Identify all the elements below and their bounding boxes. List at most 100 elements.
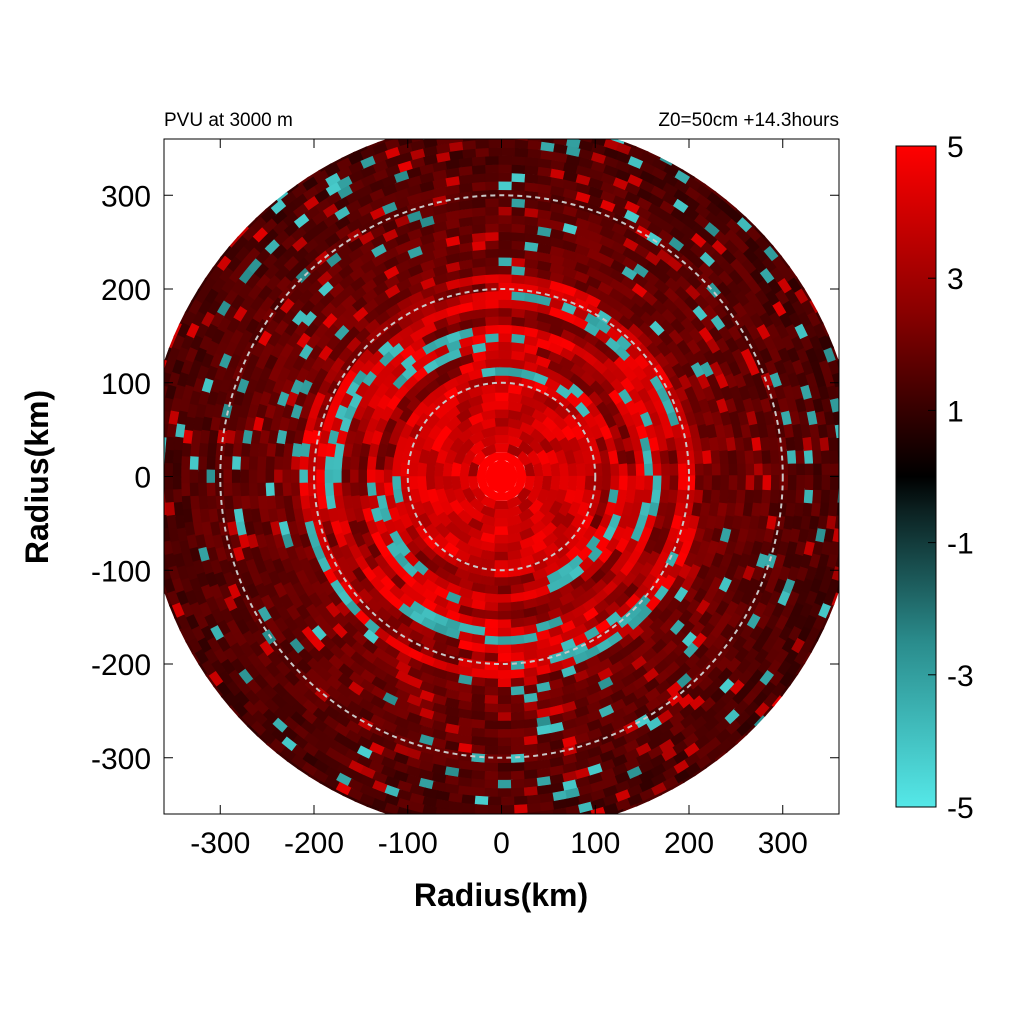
field-cell [795, 487, 806, 504]
field-cell [484, 694, 500, 705]
field-cell [484, 728, 500, 739]
field-cell [786, 448, 797, 464]
chart-title-left: PVU at 3000 m [164, 110, 293, 131]
field-cell [494, 577, 510, 587]
field-cell [496, 231, 512, 241]
field-cell [231, 442, 243, 459]
field-cell [324, 456, 335, 472]
field-cell [154, 554, 159, 569]
field-cell [496, 248, 512, 258]
field-cell [340, 456, 352, 472]
field-cell [500, 122, 515, 131]
field-cell [493, 409, 509, 419]
field-cell [497, 653, 513, 663]
field-cell [496, 197, 512, 208]
field-cell [475, 822, 490, 831]
field-cell [484, 652, 500, 663]
field-cell [493, 417, 509, 427]
field-cell [804, 461, 815, 477]
field-cell [553, 816, 569, 827]
field-cell [483, 239, 499, 250]
field-cell [483, 358, 499, 369]
field-cell [844, 384, 849, 399]
field-cell [403, 131, 418, 137]
field-cell [315, 482, 326, 498]
field-cell [497, 307, 512, 317]
field-cell [483, 223, 499, 233]
field-cell [298, 456, 309, 472]
field-cell [494, 534, 510, 544]
field-cell [494, 543, 510, 553]
field-cell [483, 290, 499, 301]
field-cell [483, 248, 499, 259]
field-cell [172, 449, 183, 466]
field-cell [821, 474, 831, 491]
field-cell [770, 475, 781, 491]
field-cell [497, 771, 514, 781]
field-cell [471, 702, 487, 713]
field-cell [710, 488, 721, 504]
field-cell [510, 668, 527, 680]
field-cell [349, 469, 359, 485]
field-cell [510, 643, 526, 654]
field-cell [718, 448, 730, 464]
field-cell [770, 461, 781, 477]
field-cell [484, 787, 500, 798]
field-cell [575, 813, 581, 814]
field-cell [546, 123, 561, 127]
field-cell [514, 795, 530, 806]
field-cell [796, 461, 806, 477]
field-cell [737, 475, 747, 491]
field-cell [298, 482, 309, 498]
field-cell [256, 456, 267, 472]
field-cell [164, 437, 167, 453]
field-cell [424, 813, 427, 814]
field-cell [493, 392, 509, 402]
colorbar-tick-label: -5 [947, 792, 974, 825]
field-cell [484, 762, 500, 773]
field-cell [486, 147, 502, 157]
field-cell [222, 482, 233, 498]
field-cell [483, 163, 499, 174]
field-cell [497, 627, 513, 638]
field-cell [493, 500, 510, 510]
field-cell [462, 811, 478, 814]
field-cell [538, 139, 554, 144]
y-tick-label: 200 [101, 274, 151, 307]
field-cell [357, 482, 369, 498]
field-cell [484, 711, 500, 722]
field-cell [497, 290, 512, 300]
field-cell [567, 475, 578, 491]
field-cell [510, 745, 527, 756]
field-cell [710, 448, 721, 464]
field-cell [496, 223, 512, 233]
field-cell [366, 469, 376, 485]
field-cell [214, 482, 225, 499]
field-cell [510, 634, 526, 646]
field-cell [847, 488, 856, 503]
field-cell [510, 753, 527, 764]
field-cell [496, 172, 512, 182]
field-cell [332, 482, 343, 498]
field-cell [483, 298, 499, 309]
field-cell [847, 540, 852, 555]
colorbar-tick-label: -1 [947, 528, 974, 561]
field-cell [510, 307, 526, 319]
field-cell [484, 618, 500, 629]
field-cell [838, 461, 839, 477]
field-cell [744, 448, 755, 464]
field-cell [854, 436, 857, 451]
field-cell [846, 449, 855, 464]
field-cell [417, 821, 432, 826]
colorbar-tick-label: 3 [947, 263, 964, 296]
field-cell [496, 155, 512, 165]
field-cell [845, 435, 855, 450]
field-cell [752, 448, 764, 464]
field-cell [677, 475, 688, 491]
field-cell [493, 509, 510, 519]
field-cell [509, 248, 526, 259]
field-cell [584, 475, 595, 491]
field-cell [787, 461, 798, 477]
field-cell [510, 290, 526, 302]
field-cell [483, 315, 499, 326]
